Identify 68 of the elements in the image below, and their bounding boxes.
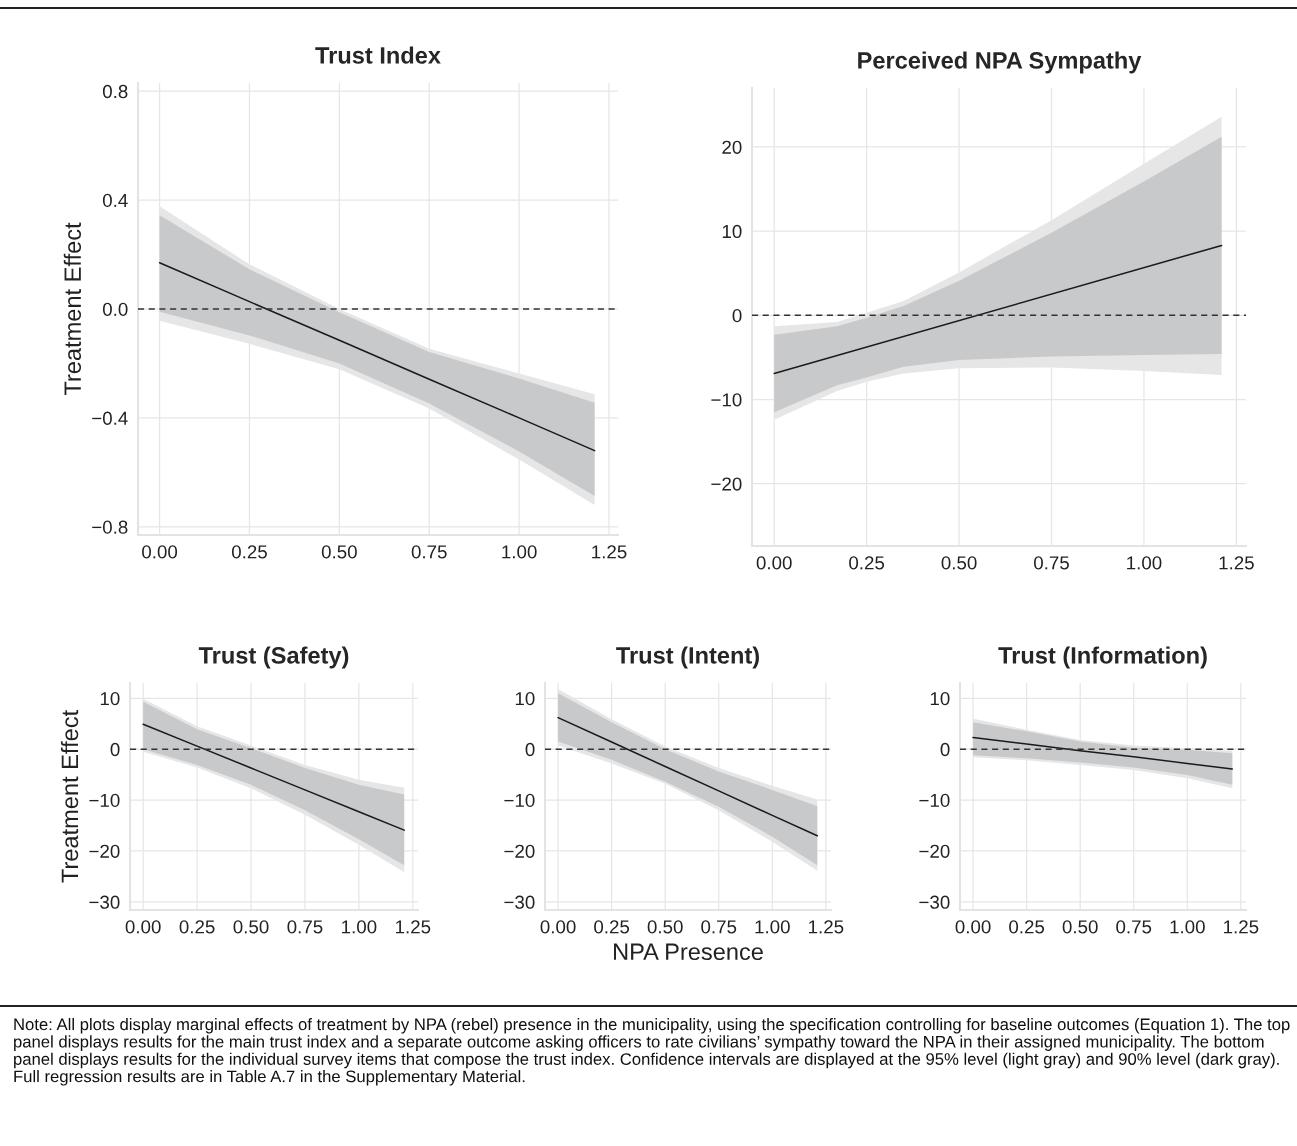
y-tick-label: −20 xyxy=(711,477,742,491)
x-tick-label: 1.00 xyxy=(755,920,790,934)
line-series xyxy=(158,261,596,452)
x-tick-label: 1.00 xyxy=(502,545,537,559)
line-series xyxy=(972,736,1234,770)
x-tick-label: 1.00 xyxy=(1127,556,1162,570)
y-tick-label: −10 xyxy=(919,793,950,808)
y-tick-label: −20 xyxy=(504,844,535,858)
chart-title: Trust (Intent) xyxy=(616,646,759,669)
y-tick-label: 10 xyxy=(722,224,742,239)
x-tick-label: 0.25 xyxy=(179,920,215,934)
x-axis-title: NPA Presence xyxy=(614,943,763,961)
y-tick-label: 10 xyxy=(930,691,950,706)
y-tick-label: 0.8 xyxy=(102,84,128,99)
x-tick-label: 0.50 xyxy=(1062,920,1098,934)
y-tick-label: −10 xyxy=(504,793,535,808)
x-tick-label: 1.00 xyxy=(342,920,377,934)
x-tick-label: 0.75 xyxy=(411,545,447,559)
y-tick-label: −30 xyxy=(504,895,535,909)
y-tick-label: 10 xyxy=(515,691,535,706)
x-tick-label: 0.75 xyxy=(287,920,323,934)
x-tick-label: 0.00 xyxy=(142,545,178,559)
chart-title: Trust (Information) xyxy=(998,646,1207,669)
x-tick-label: 0.25 xyxy=(849,556,885,570)
y-tick-label: −30 xyxy=(89,895,120,909)
y-tick-label: 0.0 xyxy=(102,302,128,316)
y-tick-label: 0 xyxy=(940,742,950,757)
x-tick-label: 1.25 xyxy=(809,920,844,934)
y-tick-label: 0 xyxy=(732,309,742,323)
y-axis-title: Treatment Effect xyxy=(60,710,79,883)
x-tick-label: 1.25 xyxy=(396,920,431,934)
chart-title: Trust Index xyxy=(315,46,441,64)
line-series xyxy=(557,716,819,837)
x-tick-label: 0.25 xyxy=(231,545,267,559)
y-tick-label: 20 xyxy=(722,140,742,154)
x-tick-label: 0.50 xyxy=(321,545,357,559)
y-tick-label: −10 xyxy=(89,793,120,808)
y-tick-label: 0 xyxy=(525,742,535,757)
x-tick-label: 1.25 xyxy=(592,545,627,559)
x-tick-label: 0.50 xyxy=(647,920,683,934)
x-tick-label: 0.00 xyxy=(125,920,161,934)
x-tick-label: 0.75 xyxy=(1033,556,1069,570)
x-tick-label: 1.00 xyxy=(1170,920,1205,934)
y-tick-label: 0.4 xyxy=(102,193,128,208)
text: Note: All plots display marginal effects of treatment by NPA (rebel) presence in the municipality, using the specification controlling for baseline outcomes (Equation 1). The top panel displays results for the main trust index and a separate outcome asking officers to rate civilians’ sympathy toward the NPA in their assigned municipality. The bottom panel displays results for the individual survey items that compose the trust index. Confidence intervals are displayed at the 95% level (light gray) and 90% level (dark gray). Full regression results are in Table A.7 in the Supplementary Material. xyxy=(14,1018,1290,1086)
x-tick-label: 0.00 xyxy=(955,920,991,934)
x-tick-label: 0.25 xyxy=(594,920,630,934)
x-tick-label: 1.25 xyxy=(1224,920,1259,934)
x-tick-label: 1.25 xyxy=(1219,556,1254,570)
y-tick-label: −0.4 xyxy=(92,411,128,425)
y-tick-label: −0.8 xyxy=(92,520,128,534)
y-tick-label: −20 xyxy=(919,844,950,858)
y-tick-label: 10 xyxy=(100,691,120,706)
y-tick-label: 0 xyxy=(110,742,120,757)
x-tick-label: 0.75 xyxy=(701,920,737,934)
x-tick-label: 0.50 xyxy=(941,556,977,570)
chart-title: Perceived NPA Sympathy xyxy=(858,51,1142,74)
y-tick-label: −20 xyxy=(89,844,120,858)
x-tick-label: 0.00 xyxy=(756,556,792,570)
x-tick-label: 0.75 xyxy=(1116,920,1152,934)
line-series xyxy=(142,723,405,831)
x-tick-label: 0.50 xyxy=(233,920,269,934)
y-tick-label: −10 xyxy=(711,393,742,407)
chart-title: Trust (Safety) xyxy=(198,646,349,669)
y-axis-title: Treatment Effect xyxy=(63,222,82,396)
y-tick-label: −30 xyxy=(919,895,950,909)
x-tick-label: 0.25 xyxy=(1009,920,1045,934)
x-tick-label: 0.00 xyxy=(540,920,576,934)
